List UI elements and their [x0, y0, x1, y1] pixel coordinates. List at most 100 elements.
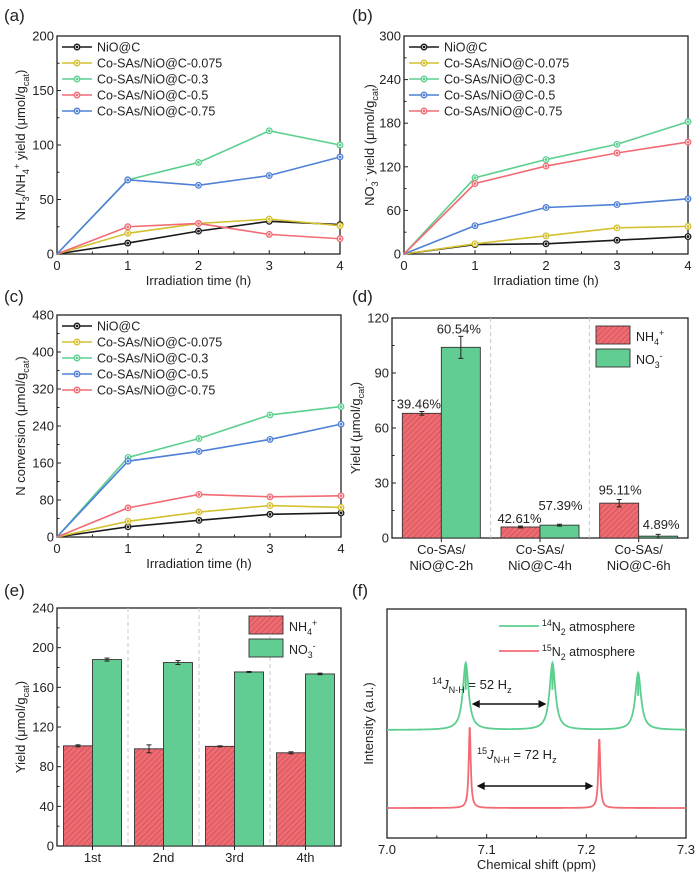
data-point-core: [544, 234, 548, 238]
y-axis-title-part: ): [13, 356, 28, 360]
legend-label: Co-SAs/NiO@C-0.75: [444, 105, 562, 119]
data-point-core: [615, 226, 619, 230]
y-axis-title-part: cat: [21, 360, 31, 373]
bar-data-label: 42.61%: [497, 511, 542, 526]
arrow-head-right: [538, 700, 547, 708]
y-tick-label: 200: [32, 29, 54, 44]
legend-label-part: 4: [654, 337, 659, 347]
data-point-core: [126, 519, 130, 523]
y-tick-label: 100: [32, 138, 54, 153]
panel-b: (b) 0 60 120 180 240 300 0 1 2 3 4 Irradiation time …: [352, 6, 692, 288]
coupling-annotation-part: = 72 H: [510, 747, 552, 762]
series-line-1: [403, 225, 689, 255]
x-tick-label: NiO@C-2h: [409, 558, 473, 573]
y-axis-title-part: cat: [21, 685, 31, 698]
legend-label-part: 3: [655, 360, 660, 370]
legend-label: Co-SAs/NiO@C-0.75: [97, 384, 215, 398]
y-tick-label: 0: [47, 247, 54, 262]
y-tick-label: 0: [47, 530, 54, 545]
x-tick-label: 3: [266, 541, 273, 556]
legend-label-part: N: [552, 620, 561, 634]
y-tick-label: 0: [47, 839, 54, 854]
data-point-core: [473, 176, 477, 180]
data-point-core: [267, 129, 271, 133]
x-tick-label: 3rd: [225, 850, 244, 865]
x-tick-label: 3: [613, 258, 620, 273]
coupling-annotation-part: J: [486, 747, 494, 762]
legend-label: Co-SAs/NiO@C-0.3: [97, 73, 208, 87]
data-point-core: [615, 203, 619, 206]
data-point-core: [267, 174, 271, 177]
x-tick-label: 0: [53, 258, 60, 273]
x-tick-label: 2: [195, 258, 202, 273]
data-point-core: [126, 225, 130, 229]
y-axis-title-part: 4: [21, 169, 31, 174]
data-point-core: [615, 142, 619, 146]
legend-label: Co-SAs/NiO@C-0.075: [97, 57, 222, 71]
y-axis-title-part: -: [361, 178, 371, 181]
legend-label-part: -: [313, 641, 316, 651]
y-axis-title-part: 3: [370, 181, 380, 186]
coupling-annotation-part: z: [552, 755, 557, 765]
x-tick-label: 7.2: [577, 842, 595, 857]
data-point-core: [267, 217, 271, 221]
data-point-core: [267, 232, 271, 236]
y-axis-title-part: ): [13, 681, 28, 685]
y-axis-title: Yield (μmol/gcat): [13, 681, 31, 773]
y-tick-label: 80: [40, 759, 54, 774]
y-tick-label: 60: [387, 203, 401, 218]
y-axis-title-part: yield (μmol/g: [13, 86, 28, 164]
data-point-core: [268, 504, 272, 507]
y-axis-title: NH3/NH4+ yield (μmol/gcat): [12, 70, 31, 221]
panel-c: (c) 0 80 160 240 320 400 480 0 1 2 3 4 Irradiation ti…: [4, 287, 345, 571]
x-tick-label: 1: [124, 541, 131, 556]
bar-no3: [440, 346, 481, 539]
y-tick-label: 240: [32, 419, 54, 434]
y-axis-title: Yield (μmol/gcat): [348, 382, 366, 474]
legend-label: Co-SAs/NiO@C-0.5: [444, 89, 555, 103]
y-axis-title-part: NO: [362, 186, 377, 206]
legend-label-part: 15: [542, 643, 552, 653]
x-tick-label: 3: [266, 258, 273, 273]
coupling-annotation-part: 14: [432, 676, 442, 686]
data-point-core: [473, 242, 477, 246]
y-tick-label: 200: [32, 640, 54, 655]
data-point-core: [339, 405, 343, 408]
x-tick-label: 7.3: [677, 842, 695, 857]
legend-marker-core: [75, 61, 79, 65]
y-axis-title-part: +: [12, 164, 22, 169]
legend-swatch: [248, 615, 284, 635]
coupling-annotation: 15JN-H = 72 Hz: [477, 746, 557, 765]
panel-label: (c): [4, 287, 24, 306]
panel-e: (e) 0 40 80 120 160 200 240 Yield (μmol/gcat) 1st…: [4, 581, 342, 865]
coupling-annotation-part: J: [441, 677, 449, 692]
legend-label-part: NO: [636, 353, 655, 367]
data-point-core: [339, 506, 343, 509]
data-point-core: [197, 161, 200, 164]
legend-label-part: atmosphere: [566, 620, 636, 634]
y-axis-title-part: /NH: [13, 174, 28, 196]
x-tick-label: 7.0: [378, 842, 396, 857]
coupling-annotation-part: = 52 H: [465, 677, 507, 692]
y-tick-label: 240: [379, 72, 401, 87]
legend-label-part: NH: [636, 330, 654, 344]
y-axis-title-part: ): [13, 70, 28, 74]
y-tick-label: 0: [382, 531, 389, 546]
legend-label-part: -: [660, 351, 663, 361]
y-axis-title-part: ): [362, 84, 377, 88]
y-axis-title-part: yield (μmol/g: [362, 101, 377, 179]
y-axis-title-part: cat: [356, 386, 366, 399]
panel-label: (a): [4, 6, 25, 25]
y-tick-label: 120: [367, 311, 389, 326]
legend-swatch: [595, 348, 631, 368]
data-point-core: [686, 197, 690, 201]
legend-label: Co-SAs/NiO@C-0.3: [444, 73, 555, 87]
panel-a: (a) 0 50 100 150 200 0 1 2 3 4 Irradiation time (h)…: [4, 6, 344, 288]
bar-data-label: 60.54%: [437, 321, 482, 336]
x-axis-title: Irradiation time (h): [146, 273, 251, 288]
x-axis-title: Irradiation time (h): [146, 556, 251, 571]
legend-label-part: atmosphere: [566, 645, 636, 659]
legend-marker-core: [75, 388, 79, 392]
bar-nh4: [401, 412, 442, 539]
arrow-head-right: [585, 782, 594, 790]
